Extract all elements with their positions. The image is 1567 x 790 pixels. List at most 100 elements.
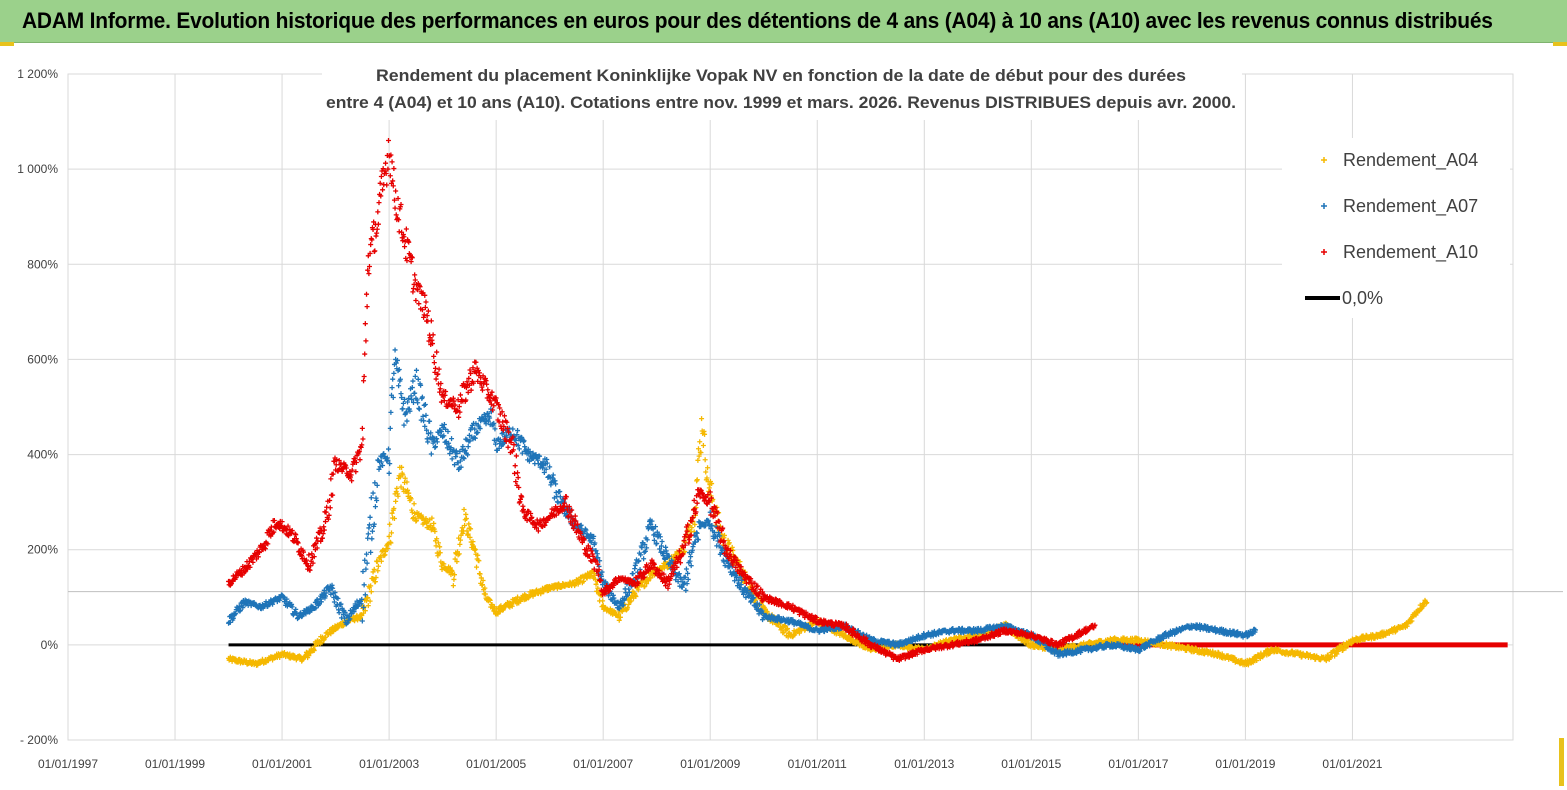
data-point	[438, 399, 444, 405]
data-point	[334, 457, 340, 463]
data-point	[451, 576, 457, 582]
data-point	[658, 543, 664, 549]
data-point	[472, 426, 478, 432]
data-point	[406, 239, 412, 245]
data-point	[380, 462, 386, 468]
data-point	[626, 601, 632, 607]
data-point	[404, 479, 410, 485]
data-point	[352, 456, 358, 462]
data-point	[256, 549, 262, 555]
data-point	[427, 418, 433, 424]
data-point	[636, 558, 642, 564]
data-point	[410, 378, 416, 384]
data-point	[320, 531, 326, 537]
data-point	[362, 608, 368, 614]
data-point	[572, 513, 578, 519]
data-point	[408, 496, 414, 502]
data-point	[485, 391, 491, 397]
data-point	[240, 605, 246, 611]
data-point	[688, 554, 694, 560]
data-point	[737, 559, 743, 565]
data-point	[700, 443, 706, 449]
data-point	[318, 599, 324, 605]
data-point	[330, 471, 336, 477]
data-point	[638, 552, 644, 558]
data-point	[343, 465, 349, 471]
data-point	[468, 370, 474, 376]
data-point	[462, 522, 468, 528]
data-point	[583, 527, 589, 533]
data-point	[760, 589, 766, 595]
data-point	[321, 527, 327, 533]
data-point	[515, 594, 521, 600]
data-point	[361, 373, 367, 379]
data-point	[687, 558, 693, 564]
data-point	[368, 495, 374, 501]
data-point	[349, 478, 355, 484]
data-point	[403, 226, 409, 232]
data-point	[428, 430, 434, 436]
data-point	[383, 160, 389, 166]
data-point	[785, 626, 791, 632]
corner-marker-top-right	[1553, 42, 1567, 46]
data-point	[493, 395, 499, 401]
data-point	[267, 527, 273, 533]
data-point	[406, 395, 412, 401]
data-point	[450, 583, 456, 589]
data-point	[365, 603, 371, 609]
data-point	[451, 398, 457, 404]
data-point	[529, 514, 535, 520]
data-point	[595, 561, 601, 567]
data-point	[635, 580, 641, 586]
data-point	[510, 434, 516, 440]
data-point	[388, 152, 394, 158]
data-point	[452, 572, 458, 578]
data-point	[401, 422, 407, 428]
data-point	[311, 647, 317, 653]
data-point	[734, 557, 740, 563]
data-point	[311, 554, 317, 560]
data-point	[360, 569, 366, 575]
data-point	[313, 605, 319, 611]
data-point	[599, 569, 605, 575]
data-point	[230, 615, 236, 621]
data-point	[644, 545, 650, 551]
data-point	[366, 522, 372, 528]
data-point	[436, 366, 442, 372]
data-point	[661, 571, 667, 577]
data-point	[331, 599, 337, 605]
data-point	[468, 387, 474, 393]
data-point	[635, 587, 641, 593]
data-point	[378, 193, 384, 199]
data-point	[705, 492, 711, 498]
data-point	[691, 497, 697, 503]
data-point	[695, 446, 701, 452]
data-point	[362, 557, 368, 563]
data-point	[295, 540, 301, 546]
data-point	[357, 457, 363, 463]
data-point	[389, 159, 395, 165]
data-point	[457, 541, 463, 547]
data-point	[412, 390, 418, 396]
data-point	[418, 382, 424, 388]
data-point	[488, 392, 494, 398]
data-point	[642, 542, 648, 548]
data-point	[423, 412, 429, 418]
data-point	[684, 528, 690, 534]
data-point	[415, 400, 421, 406]
data-point	[395, 196, 401, 202]
data-point	[457, 458, 463, 464]
data-point	[452, 402, 458, 408]
data-point	[465, 531, 471, 537]
data-point	[307, 567, 313, 573]
series-rendement-a07	[226, 347, 1259, 659]
data-point	[400, 472, 406, 478]
data-point	[683, 566, 689, 572]
data-point	[317, 525, 323, 531]
data-point	[491, 403, 497, 409]
data-point	[461, 456, 467, 462]
data-point	[1147, 643, 1153, 649]
data-point	[504, 419, 510, 425]
data-point	[752, 580, 758, 586]
